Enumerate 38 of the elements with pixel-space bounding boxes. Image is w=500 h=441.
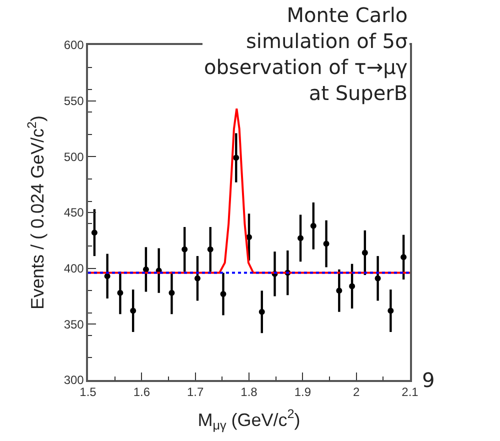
y-tick-label: 300 xyxy=(64,373,84,388)
x-axis-title: M$_{μγ}$ (GeV/c$^{2}$) xyxy=(198,407,300,433)
point xyxy=(207,246,214,252)
point xyxy=(182,246,188,252)
point xyxy=(117,290,124,296)
point xyxy=(91,230,98,236)
point xyxy=(258,308,265,315)
point xyxy=(374,275,381,282)
x-tick-label: 1.6 xyxy=(133,385,150,400)
line-series xyxy=(88,108,410,274)
point xyxy=(233,154,240,161)
x-tick-label: 1.5 xyxy=(80,385,97,400)
x-tick-label: 2 xyxy=(352,385,360,400)
point xyxy=(323,240,330,247)
point xyxy=(220,291,226,298)
point xyxy=(130,308,136,314)
y-tick-label: 600 xyxy=(64,38,84,52)
point xyxy=(310,222,316,229)
x-tick-label: 1.9 xyxy=(294,385,312,400)
point xyxy=(336,288,342,294)
point xyxy=(349,283,356,290)
point xyxy=(298,235,304,242)
y-tick-label: 350 xyxy=(64,317,84,332)
point xyxy=(168,290,175,296)
point xyxy=(194,275,200,282)
text: 9 xyxy=(422,368,435,392)
y-tick-label: 400 xyxy=(64,262,84,276)
point xyxy=(400,254,407,260)
annotation: Monte Carlo simulation of 5σ observation of τ→μγ at SuperB xyxy=(204,3,408,105)
y-tick-label: 500 xyxy=(64,150,84,164)
x-tick-label: 1.8 xyxy=(240,385,258,400)
point xyxy=(362,250,368,256)
y-tick-label: 450 xyxy=(64,206,84,220)
x-tick-label: 1.7 xyxy=(186,385,204,400)
x-tick-label: 2.1 xyxy=(402,385,419,400)
y-tick-label: 550 xyxy=(64,94,84,108)
point xyxy=(388,308,394,314)
point xyxy=(142,266,149,272)
